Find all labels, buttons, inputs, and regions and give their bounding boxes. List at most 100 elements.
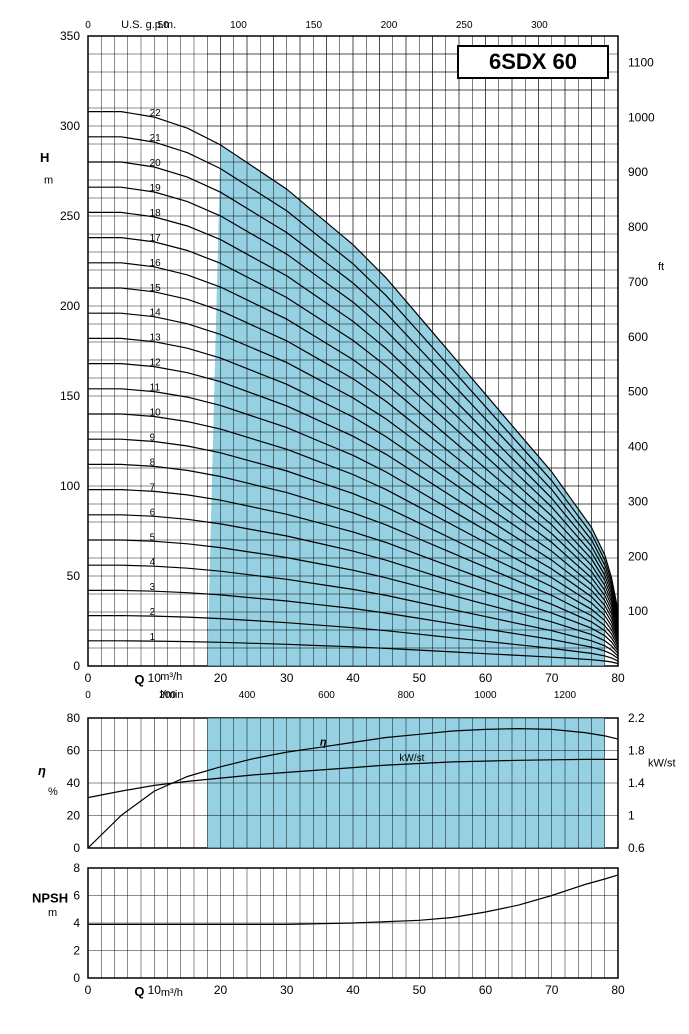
svg-text:η: η: [320, 736, 327, 748]
svg-text:500: 500: [628, 385, 648, 399]
svg-text:H: H: [40, 150, 49, 165]
svg-text:0: 0: [85, 20, 91, 31]
svg-text:40: 40: [346, 671, 360, 685]
svg-text:m: m: [44, 175, 53, 187]
svg-text:800: 800: [628, 220, 648, 234]
svg-text:1100: 1100: [628, 55, 654, 69]
svg-text:1200: 1200: [554, 690, 577, 701]
svg-text:0: 0: [73, 971, 80, 985]
svg-text:U.S. g.p.m.: U.S. g.p.m.: [121, 19, 176, 31]
svg-text:30: 30: [280, 983, 294, 997]
svg-text:100: 100: [628, 604, 648, 618]
svg-text:250: 250: [60, 209, 80, 223]
svg-text:2: 2: [73, 944, 80, 958]
svg-text:1000: 1000: [628, 110, 655, 124]
svg-text:700: 700: [628, 275, 648, 289]
svg-text:900: 900: [628, 165, 648, 179]
svg-text:70: 70: [545, 671, 559, 685]
svg-text:300: 300: [60, 119, 80, 133]
svg-text:l/min: l/min: [160, 689, 183, 701]
svg-text:0: 0: [85, 983, 92, 997]
svg-text:0: 0: [73, 659, 80, 673]
svg-text:6: 6: [73, 889, 80, 903]
svg-text:11: 11: [150, 383, 161, 394]
svg-text:kW/st: kW/st: [399, 753, 424, 764]
svg-text:Q: Q: [134, 984, 144, 999]
svg-text:%: %: [48, 786, 58, 798]
svg-text:300: 300: [531, 20, 548, 31]
svg-text:0: 0: [85, 690, 91, 701]
svg-text:4: 4: [150, 557, 156, 568]
svg-text:350: 350: [60, 29, 80, 43]
svg-text:m³/h: m³/h: [161, 987, 183, 999]
svg-text:19: 19: [150, 183, 162, 194]
svg-text:16: 16: [150, 258, 162, 269]
pump-curve-chart: 1234567891011121314151617181920212201020…: [0, 0, 689, 1034]
svg-text:150: 150: [305, 20, 322, 31]
svg-text:0: 0: [73, 841, 80, 855]
svg-text:ft: ft: [658, 261, 664, 273]
svg-text:0: 0: [85, 671, 92, 685]
svg-text:100: 100: [60, 479, 80, 493]
svg-text:200: 200: [628, 549, 648, 563]
svg-text:400: 400: [239, 690, 256, 701]
svg-text:600: 600: [628, 330, 648, 344]
svg-text:20: 20: [150, 158, 162, 169]
svg-text:80: 80: [611, 983, 625, 997]
svg-text:6: 6: [150, 507, 156, 518]
svg-text:10: 10: [148, 983, 162, 997]
svg-text:2: 2: [150, 607, 156, 618]
svg-text:20: 20: [67, 809, 81, 823]
svg-text:22: 22: [150, 108, 162, 119]
svg-text:60: 60: [67, 744, 81, 758]
svg-text:13: 13: [150, 333, 162, 344]
svg-text:800: 800: [398, 690, 415, 701]
svg-text:5: 5: [150, 532, 156, 543]
svg-text:10: 10: [148, 671, 162, 685]
svg-text:1: 1: [628, 809, 635, 823]
svg-text:8: 8: [73, 861, 80, 875]
svg-text:kW/st: kW/st: [648, 758, 676, 770]
svg-text:60: 60: [479, 671, 493, 685]
svg-text:m: m: [48, 907, 57, 919]
svg-text:17: 17: [150, 233, 162, 244]
svg-text:50: 50: [67, 569, 81, 583]
svg-text:60: 60: [479, 983, 493, 997]
svg-text:4: 4: [73, 916, 80, 930]
svg-text:8: 8: [150, 457, 156, 468]
svg-text:80: 80: [611, 671, 625, 685]
svg-text:18: 18: [150, 208, 162, 219]
svg-text:6SDX 60: 6SDX 60: [489, 49, 577, 74]
svg-text:m³/h: m³/h: [160, 671, 182, 683]
svg-text:300: 300: [628, 494, 648, 508]
svg-text:7: 7: [150, 482, 156, 493]
svg-text:50: 50: [413, 983, 427, 997]
svg-text:1000: 1000: [474, 690, 497, 701]
svg-text:30: 30: [280, 671, 294, 685]
svg-text:150: 150: [60, 389, 80, 403]
svg-text:9: 9: [150, 432, 156, 443]
svg-text:20: 20: [214, 983, 228, 997]
svg-text:70: 70: [545, 983, 559, 997]
svg-text:200: 200: [60, 299, 80, 313]
svg-text:50: 50: [413, 671, 427, 685]
svg-text:100: 100: [230, 20, 247, 31]
svg-text:12: 12: [150, 358, 162, 369]
svg-text:η: η: [38, 763, 46, 778]
svg-text:80: 80: [67, 711, 81, 725]
svg-text:10: 10: [150, 408, 162, 419]
svg-text:3: 3: [150, 582, 156, 593]
svg-text:40: 40: [67, 776, 81, 790]
svg-text:1.4: 1.4: [628, 776, 645, 790]
svg-text:Q: Q: [134, 672, 144, 687]
svg-text:0.6: 0.6: [628, 841, 645, 855]
svg-text:1.8: 1.8: [628, 744, 645, 758]
svg-text:250: 250: [456, 20, 473, 31]
chart-svg: 1234567891011121314151617181920212201020…: [0, 0, 689, 1034]
svg-text:21: 21: [150, 133, 162, 144]
svg-text:20: 20: [214, 671, 228, 685]
svg-text:200: 200: [381, 20, 398, 31]
svg-text:40: 40: [346, 983, 360, 997]
svg-text:1: 1: [150, 632, 156, 643]
svg-text:14: 14: [150, 308, 162, 319]
